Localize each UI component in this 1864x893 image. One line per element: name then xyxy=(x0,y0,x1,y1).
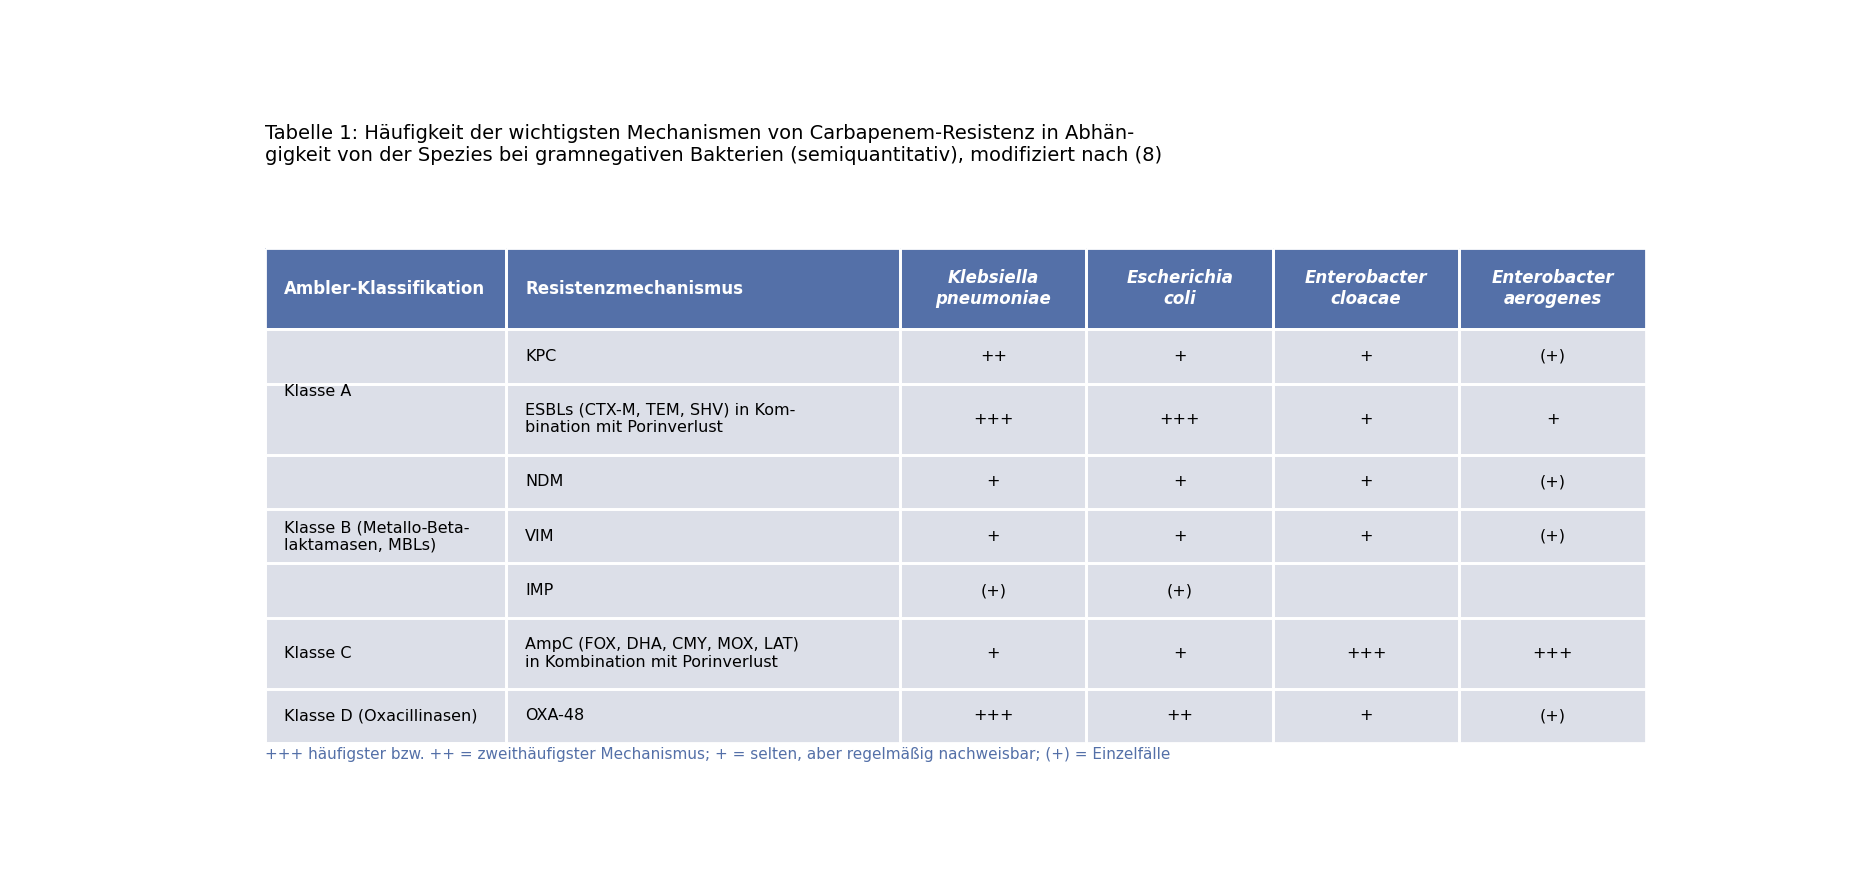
Text: (+): (+) xyxy=(1540,708,1566,723)
Bar xyxy=(507,248,900,330)
Bar xyxy=(265,618,507,689)
Text: NDM: NDM xyxy=(526,474,563,489)
Bar xyxy=(1087,384,1273,455)
Text: OXA-48: OXA-48 xyxy=(526,708,585,723)
Bar xyxy=(900,455,1087,509)
Text: Klebsiella
pneumoniae: Klebsiella pneumoniae xyxy=(936,270,1051,308)
Text: Tabelle 1: Häufigkeit der wichtigsten Mechanismen von Carbapenem-Resistenz in Ab: Tabelle 1: Häufigkeit der wichtigsten Me… xyxy=(265,124,1161,165)
Bar xyxy=(900,618,1087,689)
Bar xyxy=(1087,248,1273,330)
Text: +: + xyxy=(986,646,999,661)
Bar xyxy=(507,689,900,743)
Bar xyxy=(265,248,507,330)
Bar xyxy=(1460,509,1646,563)
Bar xyxy=(265,689,507,743)
Bar xyxy=(1460,455,1646,509)
Text: +++: +++ xyxy=(1159,412,1200,427)
Text: Resistenzmechanismus: Resistenzmechanismus xyxy=(526,280,744,297)
Text: +: + xyxy=(1359,412,1374,427)
Text: +: + xyxy=(1359,529,1374,544)
Bar xyxy=(1273,384,1460,455)
Bar xyxy=(265,455,507,618)
Bar xyxy=(1273,509,1460,563)
Bar xyxy=(1460,384,1646,455)
Text: +: + xyxy=(1545,412,1560,427)
Text: Enterobacter
aerogenes: Enterobacter aerogenes xyxy=(1491,270,1614,308)
Text: +: + xyxy=(1172,349,1187,364)
Text: Escherichia
coli: Escherichia coli xyxy=(1126,270,1234,308)
Text: (+): (+) xyxy=(1167,583,1193,598)
Bar xyxy=(507,455,900,509)
Text: +++: +++ xyxy=(1346,646,1387,661)
Bar xyxy=(1273,689,1460,743)
Text: Ambler-Klassifikation: Ambler-Klassifikation xyxy=(283,280,485,297)
Bar xyxy=(265,384,507,455)
Bar xyxy=(1460,618,1646,689)
Text: +++: +++ xyxy=(1532,646,1573,661)
Bar xyxy=(1273,330,1460,384)
Bar xyxy=(1460,689,1646,743)
Bar xyxy=(1273,563,1460,618)
Text: VIM: VIM xyxy=(526,529,555,544)
Bar xyxy=(1087,455,1273,509)
Bar xyxy=(900,689,1087,743)
Bar xyxy=(900,248,1087,330)
Bar xyxy=(900,563,1087,618)
Text: (+): (+) xyxy=(1540,474,1566,489)
Text: Klasse B (Metallo-Beta-
laktamasen, MBLs): Klasse B (Metallo-Beta- laktamasen, MBLs… xyxy=(283,520,470,553)
Text: (+): (+) xyxy=(980,583,1007,598)
Bar xyxy=(507,618,900,689)
Text: +: + xyxy=(1172,474,1187,489)
Text: KPC: KPC xyxy=(526,349,557,364)
Text: +++ häufigster bzw. ++ = zweithäufigster Mechanismus; + = selten, aber regelmäßi: +++ häufigster bzw. ++ = zweithäufigster… xyxy=(265,747,1171,762)
Bar xyxy=(507,330,900,384)
Bar xyxy=(1087,689,1273,743)
Bar xyxy=(900,509,1087,563)
Text: +: + xyxy=(1359,474,1374,489)
Bar xyxy=(1273,455,1460,509)
Text: ESBLs (CTX-M, TEM, SHV) in Kom-
bination mit Porinverlust: ESBLs (CTX-M, TEM, SHV) in Kom- bination… xyxy=(526,403,796,435)
Text: Klasse C: Klasse C xyxy=(283,646,350,661)
Bar xyxy=(1460,563,1646,618)
Bar xyxy=(1273,248,1460,330)
Text: Klasse A: Klasse A xyxy=(283,384,350,399)
Text: Enterobacter
cloacae: Enterobacter cloacae xyxy=(1305,270,1428,308)
Bar xyxy=(265,689,507,743)
Bar xyxy=(1460,330,1646,384)
Bar xyxy=(265,330,507,384)
Bar xyxy=(265,330,507,455)
Bar xyxy=(1087,618,1273,689)
Text: +: + xyxy=(986,474,999,489)
Bar xyxy=(265,563,507,618)
Text: +++: +++ xyxy=(973,708,1014,723)
Bar xyxy=(265,618,507,689)
Bar xyxy=(507,509,900,563)
Text: +: + xyxy=(986,529,999,544)
Text: AmpC (FOX, DHA, CMY, MOX, LAT)
in Kombination mit Porinverlust: AmpC (FOX, DHA, CMY, MOX, LAT) in Kombin… xyxy=(526,637,800,670)
Text: ++: ++ xyxy=(980,349,1007,364)
Bar xyxy=(900,330,1087,384)
Bar xyxy=(1087,330,1273,384)
Bar xyxy=(1087,509,1273,563)
Text: (+): (+) xyxy=(1540,529,1566,544)
Bar xyxy=(900,384,1087,455)
Text: IMP: IMP xyxy=(526,583,554,598)
Text: +: + xyxy=(1172,529,1187,544)
Bar xyxy=(1087,563,1273,618)
Text: Klasse D (Oxacillinasen): Klasse D (Oxacillinasen) xyxy=(283,708,477,723)
Bar xyxy=(507,384,900,455)
Text: +++: +++ xyxy=(973,412,1014,427)
Text: +: + xyxy=(1359,349,1374,364)
Bar xyxy=(265,455,507,509)
Text: ++: ++ xyxy=(1167,708,1193,723)
Text: +: + xyxy=(1359,708,1374,723)
Bar xyxy=(1273,618,1460,689)
Bar xyxy=(265,509,507,563)
Text: +: + xyxy=(1172,646,1187,661)
Text: (+): (+) xyxy=(1540,349,1566,364)
Bar xyxy=(1460,248,1646,330)
Bar xyxy=(507,563,900,618)
